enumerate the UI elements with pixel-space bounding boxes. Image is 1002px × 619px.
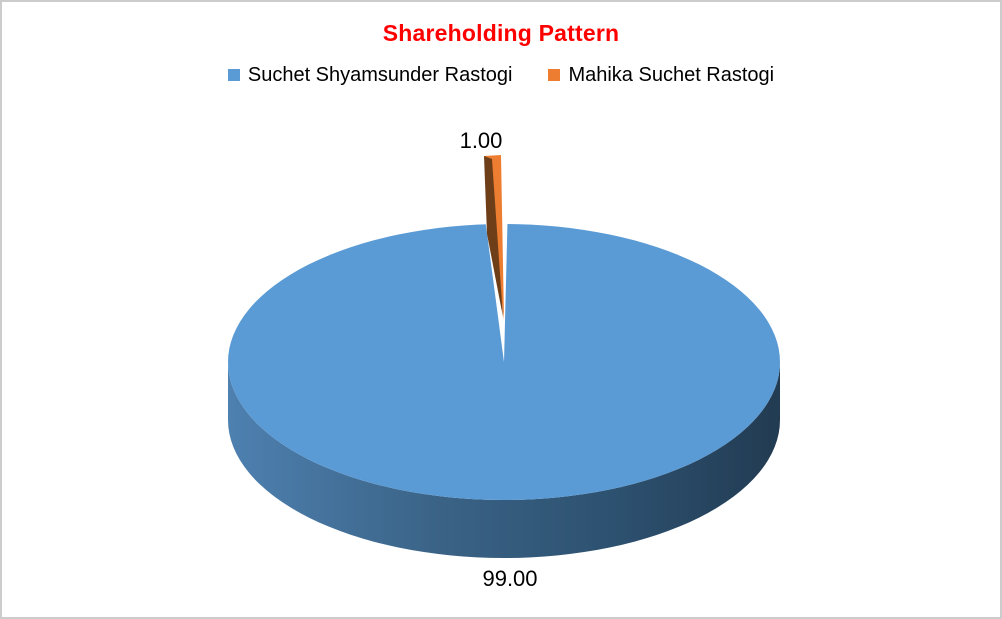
legend-label-minority: Mahika Suchet Rastogi xyxy=(568,64,775,86)
pie-slice-minority-side-face xyxy=(484,156,503,317)
data-label-majority: 99.00 xyxy=(482,566,537,591)
chart-title: Shareholding Pattern xyxy=(382,20,620,46)
legend-marker-orange-icon xyxy=(548,69,561,81)
legend-item-majority: Suchet Shyamsunder Rastogi xyxy=(227,64,513,86)
legend-label-majority: Suchet Shyamsunder Rastogi xyxy=(247,64,513,86)
legend: Suchet Shyamsunder Rastogi Mahika Suchet… xyxy=(2,64,1000,86)
legend-marker-blue-icon xyxy=(227,69,240,81)
data-label-minority: 1.00 xyxy=(460,128,503,153)
legend-item-minority: Mahika Suchet Rastogi xyxy=(548,64,774,86)
pie-side-face xyxy=(228,362,780,558)
